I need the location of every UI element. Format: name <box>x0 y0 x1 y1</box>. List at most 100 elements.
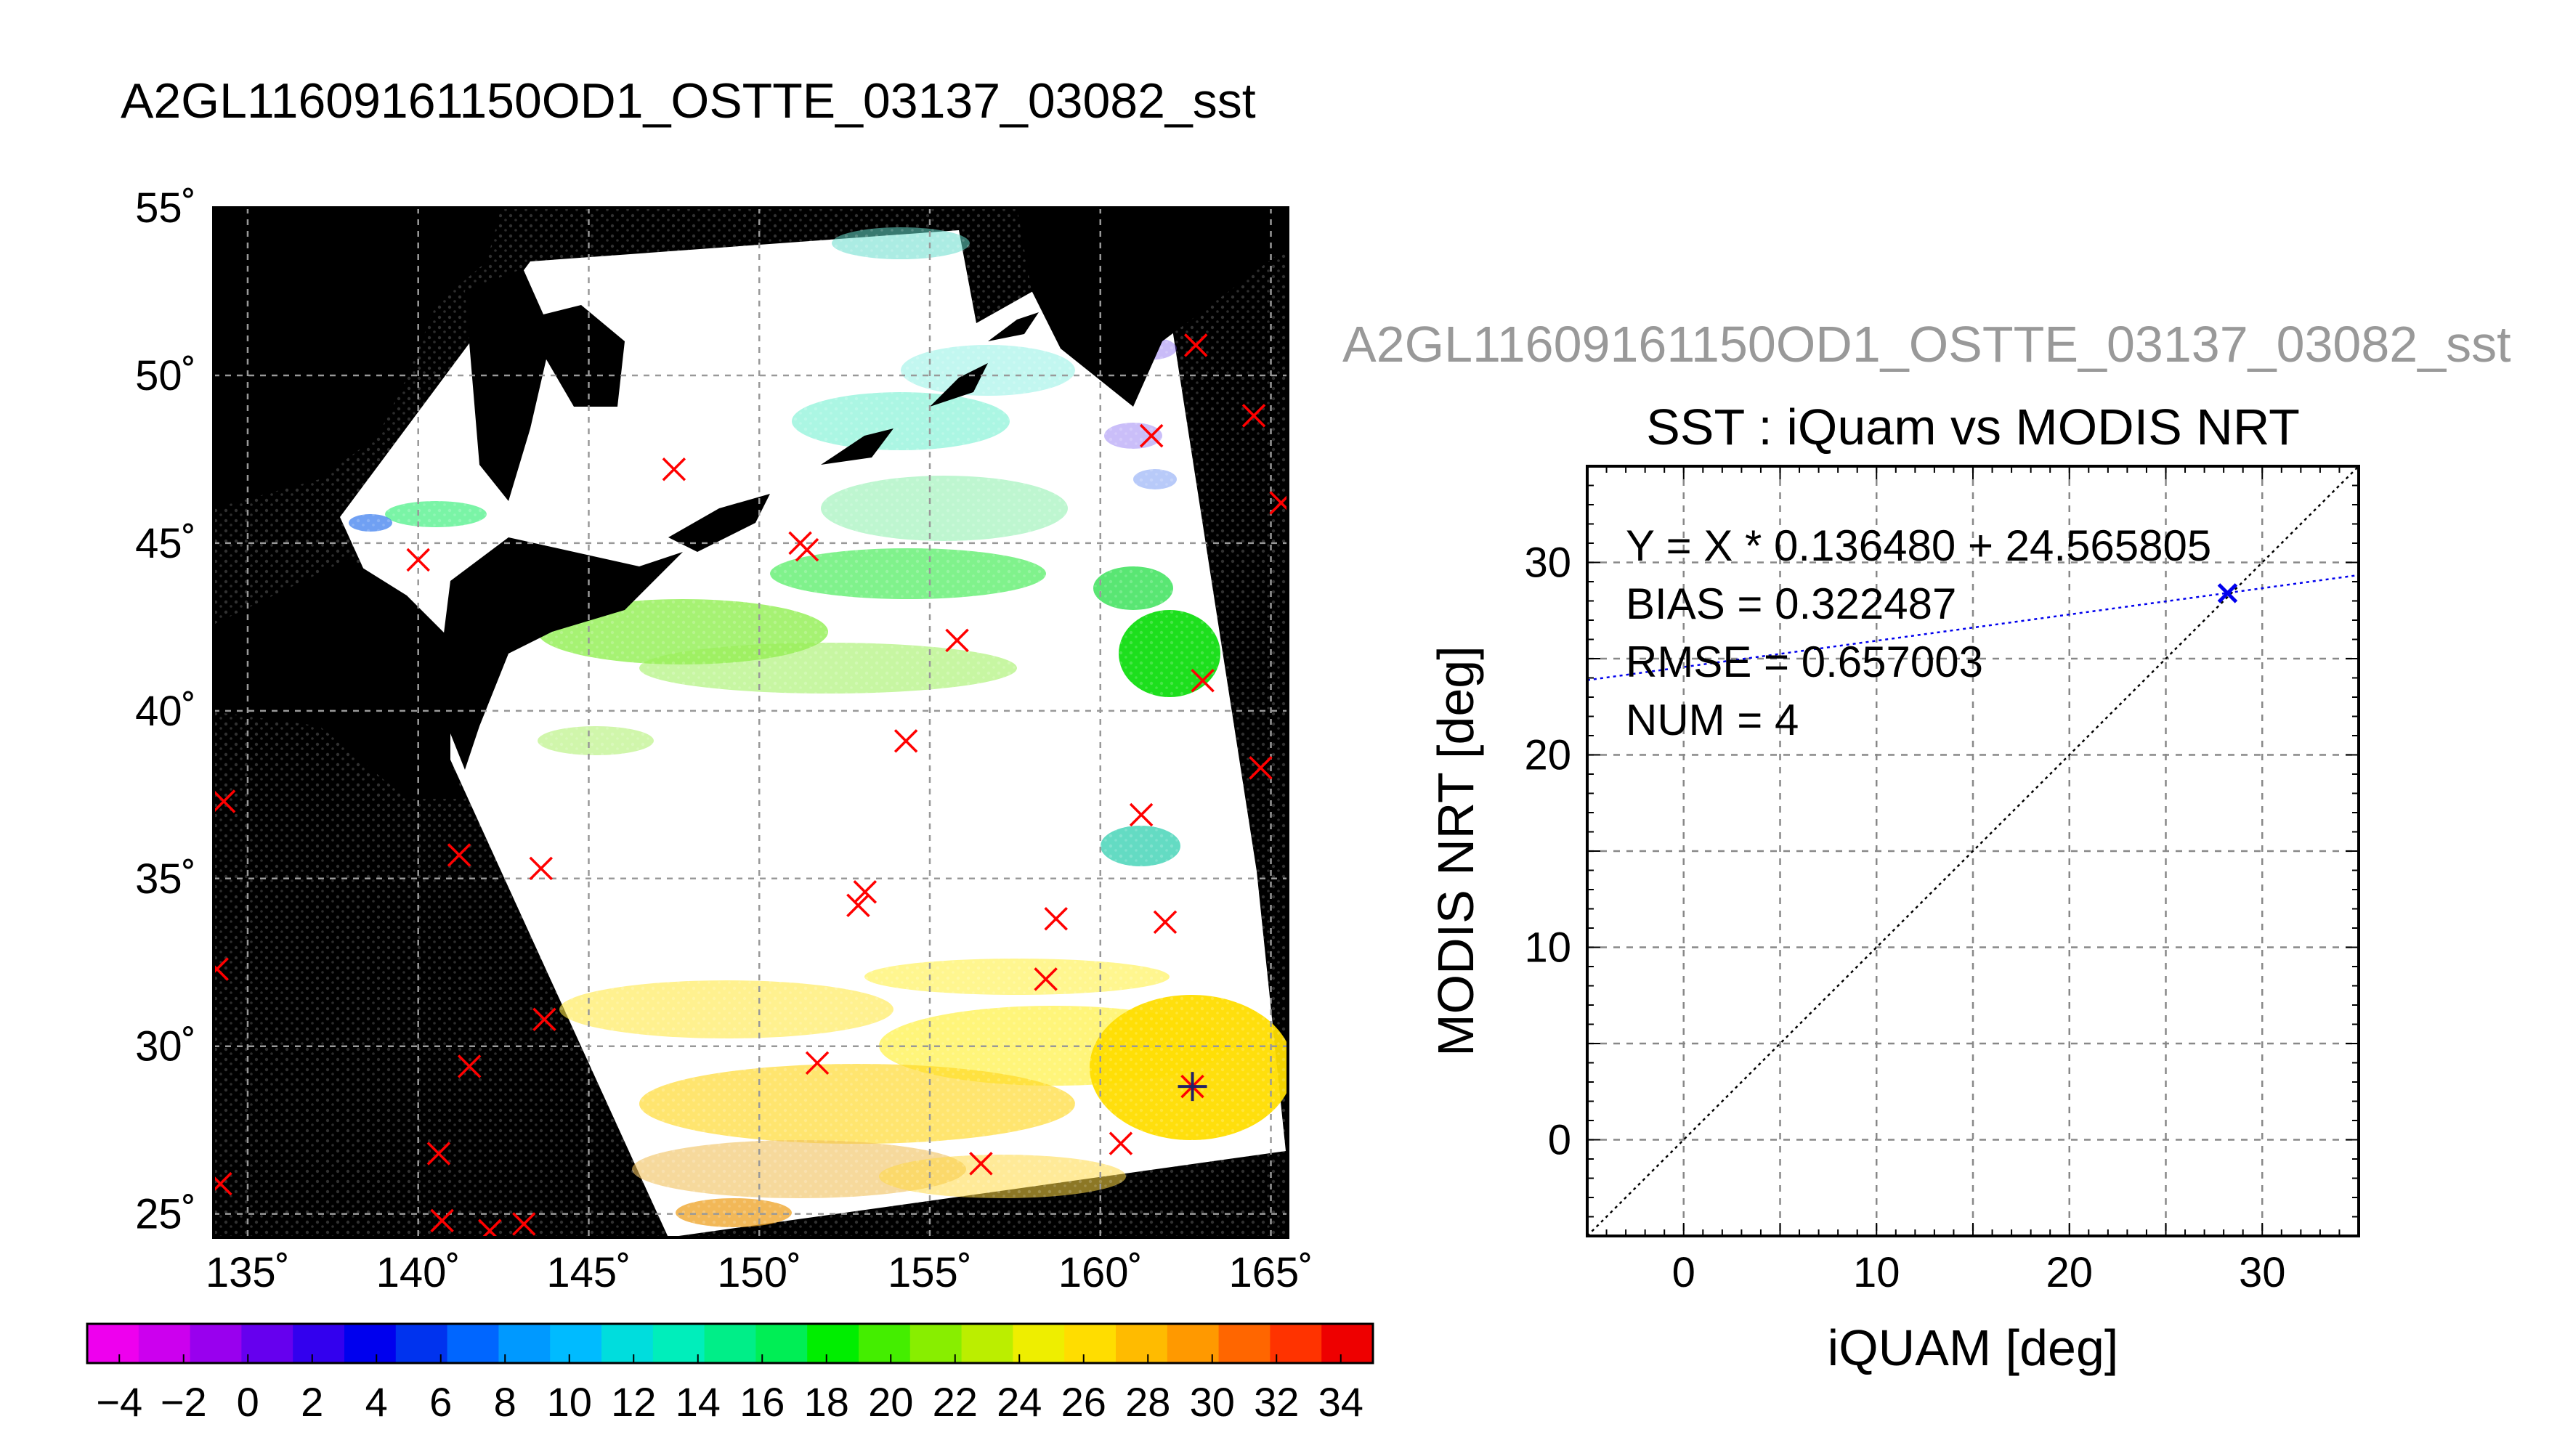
colorbar-cell <box>447 1324 499 1363</box>
scatter-stat-line: Y = X * 0.136480 + 24.565805 <box>1626 521 2211 570</box>
map-frame <box>212 206 1289 1239</box>
iquam-markers <box>214 333 1288 1237</box>
scatter-stat-line: NUM = 4 <box>1626 696 1799 744</box>
scatter-stats: Y = X * 0.136480 + 24.565805 BIAS = 0.322… <box>1626 521 2211 744</box>
colorbar-frame <box>86 1322 1374 1365</box>
iquam-marker <box>1034 967 1058 991</box>
colorbar-tick-label: 30 <box>1190 1379 1235 1425</box>
iquam-marker <box>1183 333 1208 357</box>
sst-map: 135˚ 140˚ 145˚ 150˚ 155˚ 160˚ 165˚ 25˚ 30˚ 35˚ 40˚… <box>135 184 1313 1296</box>
identity-line <box>1587 466 2359 1236</box>
scatter-plot: SST : iQuam vs MODIS NRT 0 10 20 300102030 … <box>1427 399 2360 1376</box>
colorbar-tick-label: 18 <box>804 1379 849 1425</box>
scatter-xlabel: iQUAM [deg] <box>1828 1319 2119 1376</box>
lon-tick-label: 165˚ <box>1228 1249 1313 1296</box>
iquam-marker <box>1129 802 1154 827</box>
colorbar-cell <box>1013 1324 1065 1363</box>
map-title: A2GL11609161150OD1_OSTTE_03137_03082_sst <box>121 73 1256 129</box>
iquam-marker <box>662 457 686 481</box>
iquam-marker <box>1249 756 1273 780</box>
colorbar-tick-labels: −4 −2 0 2 4 6 8 10 12 14 16 18 20 22 24 26 28 30 32 34 <box>96 1354 1363 1425</box>
iquam-marker <box>478 1219 502 1237</box>
colorbar-cell <box>344 1324 397 1363</box>
iquam-marker <box>1044 906 1068 931</box>
iquam-marker <box>532 1007 556 1032</box>
scatter-point <box>2217 583 2238 603</box>
colorbar-cell <box>190 1324 242 1363</box>
colorbar-cell <box>1218 1324 1271 1363</box>
scatter-supertitle: A2GL11609161150OD1_OSTTE_03137_03082_sst <box>1342 316 2511 373</box>
scatter-minor-ticks <box>1586 465 2359 1237</box>
scatter-stat-line: BIAS = 0.322487 <box>1626 579 1956 628</box>
colorbar-tick-label: 28 <box>1125 1379 1170 1425</box>
colorbar-cell <box>1167 1324 1220 1363</box>
matchup-marker <box>1178 1072 1207 1102</box>
lon-tick-label: 150˚ <box>717 1249 801 1296</box>
scatter-points <box>2217 583 2238 603</box>
colorbar-cell <box>1270 1324 1322 1363</box>
lon-tick-label: 160˚ <box>1058 1249 1143 1296</box>
iquam-marker <box>853 880 878 904</box>
scatter-x-tick-label: 0 <box>1672 1249 1695 1296</box>
iquam-marker <box>512 1212 536 1236</box>
scatter-y-tick-label: 20 <box>1524 732 1571 779</box>
map-gridlines <box>214 206 1288 1237</box>
lat-tick-label: 35˚ <box>135 855 196 903</box>
iquam-marker <box>846 893 870 917</box>
colorbar-tick-label: 8 <box>494 1379 516 1425</box>
scatter-y-tick-label: 10 <box>1524 924 1571 972</box>
sst-colorbar: −4 −2 0 2 4 6 8 10 12 14 16 18 20 22 24 26 28 30 32 34 <box>86 1322 1374 1425</box>
iquam-marker <box>426 1142 451 1166</box>
colorbar-tick-label: 2 <box>301 1379 323 1425</box>
iquam-marker <box>945 628 969 653</box>
iquam-marker <box>969 1152 993 1176</box>
colorbar-tick-label: 0 <box>237 1379 259 1425</box>
colorbar-cell <box>1116 1324 1168 1363</box>
lon-tick-label: 135˚ <box>206 1249 290 1296</box>
colorbar-tick-label: 10 <box>547 1379 592 1425</box>
lat-tick-label: 30˚ <box>135 1023 196 1070</box>
lat-tick-label: 45˚ <box>135 520 196 567</box>
scatter-tick-labels: 0 10 20 30 0 10 20 30 <box>1524 540 2285 1297</box>
iquam-marker <box>1191 669 1215 693</box>
colorbar-tick-label: −4 <box>96 1379 142 1425</box>
colorbar-cell <box>87 1324 139 1363</box>
lat-tick-label: 50˚ <box>135 352 196 399</box>
colorbar-tick-label: 22 <box>933 1379 978 1425</box>
colorbar-cell <box>961 1324 1013 1363</box>
colorbar-cell <box>807 1324 859 1363</box>
colorbar-cell <box>395 1324 448 1363</box>
iquam-marker <box>214 957 229 981</box>
colorbar-cell <box>138 1324 191 1363</box>
colorbar-tick-label: 24 <box>997 1379 1042 1425</box>
iquam-marker <box>406 548 430 572</box>
lon-tick-label: 155˚ <box>888 1249 972 1296</box>
colorbar-cell <box>909 1324 963 1363</box>
colorbar-tick-label: 20 <box>868 1379 913 1425</box>
colorbar-tick-label: 34 <box>1318 1379 1363 1425</box>
colorbar-cell <box>241 1324 293 1363</box>
land-masses <box>214 208 1288 799</box>
lat-tick-label: 40˚ <box>135 688 196 735</box>
scatter-y-tick-label: 0 <box>1548 1117 1571 1164</box>
colorbar-tick-label: 6 <box>429 1379 452 1425</box>
lat-tick-label: 25˚ <box>135 1191 196 1238</box>
lat-tick-label: 55˚ <box>135 184 196 232</box>
iquam-marker <box>1269 491 1288 515</box>
colorbar-cell <box>652 1324 705 1363</box>
colorbar-tick-label: 26 <box>1061 1379 1106 1425</box>
iquam-marker <box>805 1051 830 1075</box>
iquam-marker <box>457 1054 482 1078</box>
scatter-ylabel: MODIS NRT [deg] <box>1427 646 1484 1056</box>
colorbar-cell <box>498 1324 551 1363</box>
colorbar-tick-label: 4 <box>365 1379 388 1425</box>
colorbar-cell <box>755 1324 808 1363</box>
lon-tick-label: 140˚ <box>376 1249 461 1296</box>
colorbar-cell <box>601 1324 654 1363</box>
colorbar-cells <box>87 1324 1374 1363</box>
iquam-marker <box>447 843 471 867</box>
iquam-marker <box>1109 1131 1133 1155</box>
iquam-marker <box>529 856 553 881</box>
